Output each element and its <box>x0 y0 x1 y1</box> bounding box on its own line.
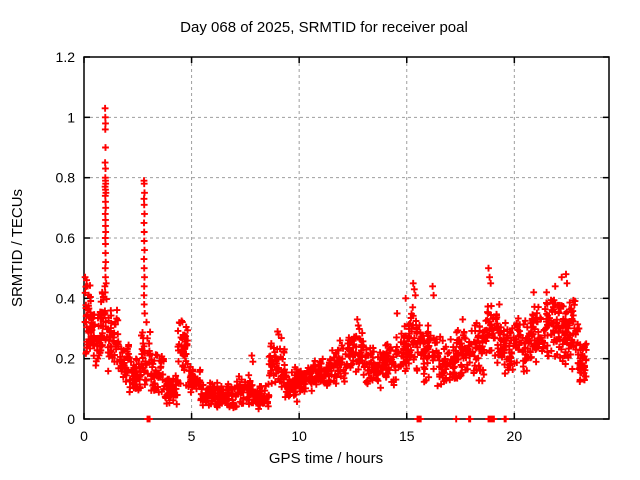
x-tick-labels: 0 5 10 15 20 <box>80 428 522 444</box>
data-points <box>81 104 590 423</box>
x-tick-label: 0 <box>80 428 88 444</box>
x-axis-label: GPS time / hours <box>269 450 383 467</box>
x-tick-label: 20 <box>507 428 523 444</box>
y-tick-label: 0.4 <box>56 290 76 306</box>
y-tick-label: 0 <box>67 411 75 427</box>
y-tick-label: 1 <box>67 109 75 125</box>
y-tick-label: 0.6 <box>56 230 76 246</box>
grid <box>84 57 609 419</box>
y-tick-label: 0.8 <box>56 170 76 186</box>
y-tick-label: 1.2 <box>56 49 76 65</box>
y-axis-label: SRMTID / TECUs <box>9 189 26 307</box>
x-tick-label: 10 <box>291 428 307 444</box>
y-tick-label: 0.2 <box>56 351 76 367</box>
chart-title: Day 068 of 2025, SRMTID for receiver poa… <box>180 19 468 36</box>
scatter-points <box>81 104 590 423</box>
axis-ticks <box>83 56 609 420</box>
y-tick-labels: 0 0.2 0.4 0.6 0.8 1 1.2 <box>56 49 76 427</box>
x-tick-label: 5 <box>188 428 196 444</box>
x-tick-label: 15 <box>399 428 415 444</box>
